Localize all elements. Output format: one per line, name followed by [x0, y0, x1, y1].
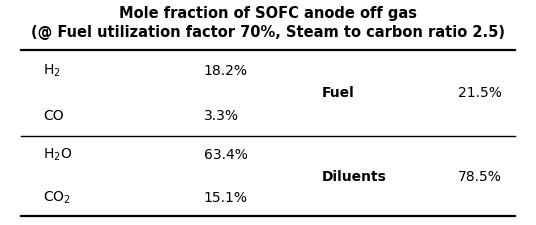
- Text: Fuel: Fuel: [322, 86, 354, 100]
- Text: Diluents: Diluents: [322, 170, 386, 184]
- Text: 78.5%: 78.5%: [458, 170, 502, 184]
- Text: H$_2$: H$_2$: [43, 63, 61, 79]
- Text: Mole fraction of SOFC anode off gas
(@ Fuel utilization factor 70%, Steam to car: Mole fraction of SOFC anode off gas (@ F…: [31, 6, 505, 40]
- Text: H$_2$O: H$_2$O: [43, 147, 72, 163]
- Text: 21.5%: 21.5%: [458, 86, 502, 100]
- Text: 63.4%: 63.4%: [204, 148, 248, 162]
- Text: CO: CO: [43, 109, 63, 123]
- Text: 15.1%: 15.1%: [204, 191, 248, 205]
- Text: CO$_2$: CO$_2$: [43, 190, 71, 206]
- Text: 18.2%: 18.2%: [204, 64, 248, 78]
- Text: 3.3%: 3.3%: [204, 109, 239, 123]
